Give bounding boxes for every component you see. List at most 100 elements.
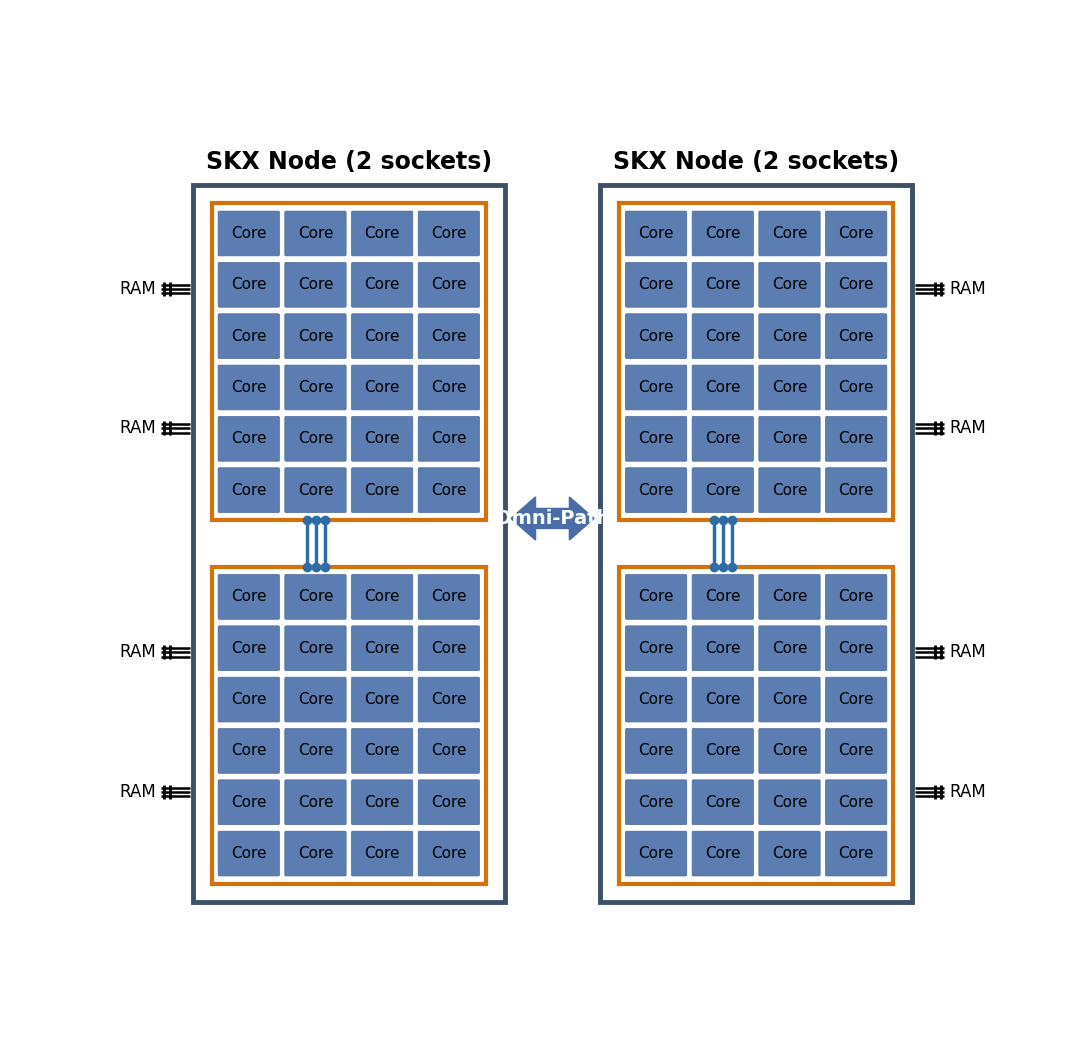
FancyBboxPatch shape: [759, 262, 820, 307]
FancyBboxPatch shape: [692, 729, 754, 773]
FancyBboxPatch shape: [418, 677, 480, 722]
Text: Core: Core: [705, 482, 741, 497]
FancyBboxPatch shape: [826, 468, 887, 512]
FancyBboxPatch shape: [692, 365, 754, 409]
Text: Core: Core: [231, 641, 266, 656]
FancyBboxPatch shape: [826, 780, 887, 824]
FancyBboxPatch shape: [625, 212, 687, 256]
FancyBboxPatch shape: [285, 417, 346, 461]
Text: Core: Core: [839, 589, 874, 604]
Text: Core: Core: [638, 380, 674, 395]
Text: Core: Core: [431, 482, 467, 497]
FancyBboxPatch shape: [692, 780, 754, 824]
Text: Core: Core: [431, 641, 467, 656]
Text: Core: Core: [431, 744, 467, 759]
FancyBboxPatch shape: [625, 468, 687, 512]
FancyBboxPatch shape: [418, 468, 480, 512]
FancyBboxPatch shape: [625, 780, 687, 824]
FancyBboxPatch shape: [218, 212, 279, 256]
FancyBboxPatch shape: [826, 832, 887, 876]
Text: Core: Core: [231, 482, 266, 497]
Text: Core: Core: [364, 226, 400, 241]
FancyBboxPatch shape: [826, 314, 887, 359]
FancyBboxPatch shape: [619, 203, 894, 521]
FancyBboxPatch shape: [211, 567, 486, 883]
Text: SKX Node (2 sockets): SKX Node (2 sockets): [206, 150, 492, 174]
Text: Core: Core: [705, 380, 741, 395]
Text: Core: Core: [364, 641, 400, 656]
FancyBboxPatch shape: [692, 574, 754, 619]
Text: Core: Core: [231, 795, 266, 809]
Text: Core: Core: [231, 277, 266, 292]
Text: Core: Core: [705, 277, 741, 292]
FancyBboxPatch shape: [218, 729, 279, 773]
Text: Core: Core: [364, 432, 400, 446]
FancyBboxPatch shape: [418, 780, 480, 824]
Text: Core: Core: [298, 795, 333, 809]
Text: RAM: RAM: [120, 783, 156, 801]
Text: Core: Core: [839, 329, 874, 344]
Text: Core: Core: [364, 692, 400, 707]
Text: Core: Core: [638, 329, 674, 344]
Text: Core: Core: [772, 329, 807, 344]
Text: Core: Core: [705, 589, 741, 604]
Text: Core: Core: [231, 846, 266, 861]
Text: Core: Core: [839, 380, 874, 395]
FancyBboxPatch shape: [692, 212, 754, 256]
Text: Core: Core: [231, 744, 266, 759]
Text: Core: Core: [298, 380, 333, 395]
Text: Core: Core: [364, 329, 400, 344]
Text: Core: Core: [364, 380, 400, 395]
Text: Core: Core: [364, 846, 400, 861]
Text: Core: Core: [638, 589, 674, 604]
Text: Core: Core: [298, 432, 333, 446]
FancyBboxPatch shape: [218, 832, 279, 876]
Text: RAM: RAM: [949, 783, 985, 801]
FancyBboxPatch shape: [218, 626, 279, 671]
FancyBboxPatch shape: [418, 574, 480, 619]
FancyBboxPatch shape: [218, 314, 279, 359]
FancyBboxPatch shape: [285, 832, 346, 876]
Text: Core: Core: [705, 692, 741, 707]
FancyBboxPatch shape: [285, 365, 346, 409]
Text: Core: Core: [638, 641, 674, 656]
Text: RAM: RAM: [949, 280, 985, 298]
Text: Core: Core: [705, 744, 741, 759]
Text: Core: Core: [298, 329, 333, 344]
Text: Core: Core: [772, 692, 807, 707]
Text: Core: Core: [231, 226, 266, 241]
Text: Core: Core: [298, 226, 333, 241]
FancyBboxPatch shape: [826, 262, 887, 307]
Text: Core: Core: [431, 380, 467, 395]
Text: Core: Core: [638, 277, 674, 292]
Text: Core: Core: [772, 226, 807, 241]
FancyBboxPatch shape: [351, 212, 413, 256]
FancyBboxPatch shape: [285, 729, 346, 773]
FancyBboxPatch shape: [625, 729, 687, 773]
FancyBboxPatch shape: [211, 203, 486, 521]
Text: RAM: RAM: [120, 280, 156, 298]
FancyBboxPatch shape: [826, 212, 887, 256]
FancyBboxPatch shape: [759, 677, 820, 722]
FancyBboxPatch shape: [826, 729, 887, 773]
Text: SKX Node (2 sockets): SKX Node (2 sockets): [613, 150, 899, 174]
Text: Core: Core: [839, 277, 874, 292]
Text: Core: Core: [298, 482, 333, 497]
FancyBboxPatch shape: [759, 729, 820, 773]
Text: Core: Core: [638, 692, 674, 707]
Text: Core: Core: [705, 641, 741, 656]
Text: Core: Core: [431, 795, 467, 809]
Text: Core: Core: [772, 846, 807, 861]
Text: Core: Core: [772, 744, 807, 759]
FancyBboxPatch shape: [692, 417, 754, 461]
Text: Core: Core: [431, 432, 467, 446]
Text: Core: Core: [772, 641, 807, 656]
Text: Core: Core: [298, 692, 333, 707]
FancyBboxPatch shape: [351, 468, 413, 512]
FancyBboxPatch shape: [351, 262, 413, 307]
FancyBboxPatch shape: [351, 574, 413, 619]
Text: Core: Core: [638, 226, 674, 241]
FancyBboxPatch shape: [692, 314, 754, 359]
FancyBboxPatch shape: [285, 574, 346, 619]
Text: Core: Core: [231, 589, 266, 604]
